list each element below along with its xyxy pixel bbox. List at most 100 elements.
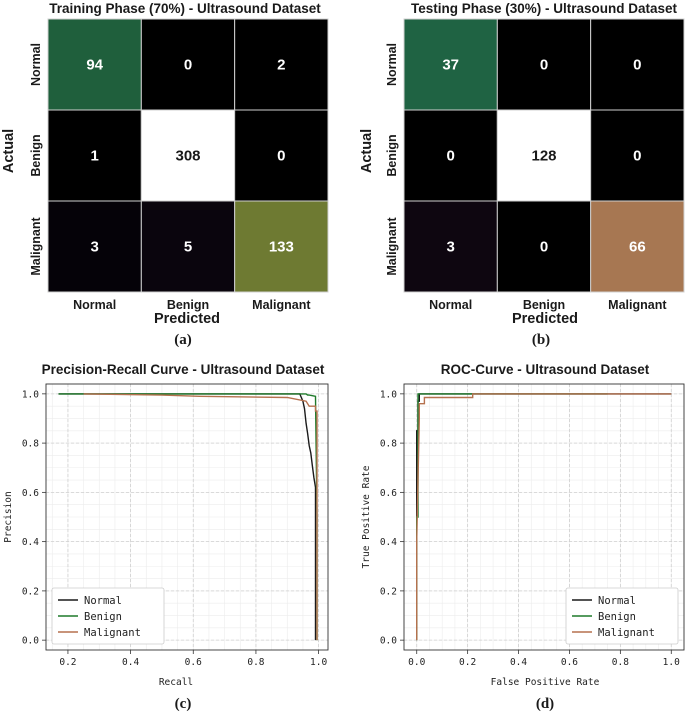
confusion-matrix-training: Training Phase (70%) - Ultrasound Datase… [1, 1, 329, 348]
cm-training-value-normal-malignant: 2 [277, 57, 285, 74]
pr-xtick-label: 1.0 [310, 657, 327, 668]
roc-ytick-label: 1.0 [380, 389, 397, 400]
cm-testing-cell-malignant-benign [496, 200, 592, 293]
roc-axes-frame [403, 383, 685, 651]
roc-ytick-label: 0.2 [380, 586, 397, 597]
cm-testing-xtick-malignant: Malignant [608, 298, 667, 312]
pr-legend [51, 587, 165, 645]
cm-training-value-benign-malignant: 0 [277, 148, 285, 165]
pr-ytick-label: 0.6 [22, 488, 39, 499]
cm-training-ytick-normal: Normal [29, 43, 43, 86]
pr-ytick-label: 0.2 [22, 586, 39, 597]
roc-xtick-label: 1.0 [663, 657, 680, 668]
cm-training-cell-malignant-benign [140, 200, 236, 293]
roc-series-malignant [416, 393, 672, 641]
cm-training-value-malignant-malignant: 133 [269, 239, 294, 256]
cm-training-value-normal-normal: 94 [86, 57, 103, 74]
pr-legend-label-benign: Benign [84, 611, 122, 623]
cm-testing-value-normal-malignant: 0 [633, 57, 641, 74]
pr-axes-frame [45, 383, 329, 651]
pr-xtick-label: 0.2 [59, 657, 76, 668]
cm-testing-xtick-normal: Normal [429, 298, 472, 312]
cm-training-xtick-benign: Benign [167, 298, 209, 312]
roc-xtick-label: 0.6 [561, 657, 578, 668]
cm-testing-value-benign-malignant: 0 [633, 148, 641, 165]
cm-testing-xtick-benign: Benign [523, 298, 565, 312]
roc-xtick-label: 0.0 [408, 657, 425, 668]
cm-training-value-normal-benign: 0 [184, 57, 192, 74]
cm-training-ytick-malignant: Malignant [29, 217, 43, 276]
cm-training-xtick-normal: Normal [73, 298, 116, 312]
cm-testing-value-benign-normal: 0 [446, 148, 454, 165]
cm-testing-title: Testing Phase (30%) - Ultrasound Dataset [411, 1, 678, 16]
pr-series-malignant [83, 393, 318, 641]
cm-training-xtick-malignant: Malignant [252, 298, 311, 312]
pr-legend-label-malignant: Malignant [84, 627, 141, 639]
cm-testing-value-benign-benign: 128 [531, 148, 556, 165]
cm-testing-value-normal-benign: 0 [540, 57, 548, 74]
confusion-matrix-testing: Testing Phase (30%) - Ultrasound Dataset… [359, 1, 685, 348]
cm-testing-value-malignant-normal: 3 [446, 239, 454, 256]
cm-training-cell-benign-malignant [234, 109, 329, 202]
pr-xtick-label: 0.4 [122, 657, 139, 668]
roc-legend [565, 587, 679, 645]
pr-ytick-label: 0.4 [22, 537, 39, 548]
cm-training-value-benign-normal: 1 [90, 148, 98, 165]
pr-xtick-label: 0.8 [247, 657, 264, 668]
cm-testing-cell-benign-benign [496, 109, 592, 202]
cm-testing-cell-malignant-malignant [590, 200, 685, 293]
cm-training-ylabel: Actual [1, 129, 17, 173]
cm-testing-ytick-malignant: Malignant [385, 217, 399, 276]
roc-title: ROC-Curve - Ultrasound Dataset [441, 362, 650, 377]
cm-testing-ytick-normal: Normal [385, 43, 399, 86]
pr-ylabel: Precision [3, 491, 14, 542]
cm-training-cell-normal-normal [47, 18, 142, 111]
subfigure-label-b: (b) [532, 332, 550, 348]
subfigure-label-c: (c) [175, 696, 192, 712]
roc-legend-label-malignant: Malignant [598, 627, 655, 639]
roc-xtick-label: 0.2 [459, 657, 476, 668]
cm-training-value-malignant-benign: 5 [184, 239, 192, 256]
cm-testing-xlabel: Predicted [512, 311, 578, 327]
roc-xtick-label: 0.8 [612, 657, 629, 668]
cm-testing-cell-malignant-normal [403, 200, 498, 293]
cm-training-value-benign-benign: 308 [175, 148, 200, 165]
cm-testing-cell-benign-normal [403, 109, 498, 202]
roc-ytick-label: 0.0 [380, 636, 397, 647]
pr-title: Precision-Recall Curve - Ultrasound Data… [42, 362, 325, 377]
cm-testing-cell-normal-malignant [590, 18, 685, 111]
cm-testing-value-malignant-malignant: 66 [629, 239, 646, 256]
subfigure-label-a: (a) [174, 332, 192, 348]
pr-xtick-label: 0.6 [185, 657, 202, 668]
pr-ytick-label: 0.8 [22, 439, 39, 450]
pr-legend-label-normal: Normal [84, 595, 122, 607]
roc-xlabel: False Positive Rate [491, 677, 600, 688]
pr-ytick-label: 1.0 [22, 389, 39, 400]
roc-legend-label-normal: Normal [598, 595, 636, 607]
subfigure-label-d: (d) [536, 696, 554, 712]
pr-ytick-label: 0.0 [22, 636, 39, 647]
roc-chart: ROC-Curve - Ultrasound Dataset 0.0 0.2 0.4… [361, 362, 685, 712]
roc-legend-label-benign: Benign [598, 611, 636, 623]
roc-xtick-label: 0.4 [510, 657, 527, 668]
roc-ytick-label: 0.4 [380, 537, 397, 548]
cm-training-cell-benign-benign [140, 109, 236, 202]
cm-training-cell-malignant-malignant [234, 200, 329, 293]
cm-testing-cell-normal-normal [403, 18, 498, 111]
cm-training-cell-normal-malignant [234, 18, 329, 111]
cm-training-title: Training Phase (70%) - Ultrasound Datase… [49, 1, 321, 16]
cm-testing-ytick-benign: Benign [385, 134, 399, 176]
pr-xlabel: Recall [159, 677, 193, 688]
cm-training-value-malignant-normal: 3 [90, 239, 98, 256]
cm-training-xlabel: Predicted [154, 311, 220, 327]
cm-training-cell-normal-benign [140, 18, 236, 111]
roc-ytick-label: 0.6 [380, 488, 397, 499]
cm-testing-value-malignant-benign: 0 [540, 239, 548, 256]
cm-testing-cell-benign-malignant [590, 109, 685, 202]
cm-testing-value-normal-normal: 37 [442, 57, 459, 74]
cm-training-ytick-benign: Benign [29, 134, 43, 176]
roc-ylabel: True Positive Rate [361, 465, 372, 568]
roc-ytick-label: 0.8 [380, 439, 397, 450]
cm-testing-ylabel: Actual [359, 129, 375, 173]
